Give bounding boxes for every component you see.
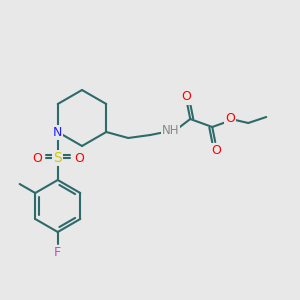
Text: O: O [74,152,84,164]
Text: N: N [53,125,62,139]
Text: O: O [225,112,235,125]
Text: NH: NH [161,124,179,137]
Text: F: F [54,245,61,259]
Text: S: S [53,151,62,165]
Text: O: O [32,152,42,164]
Text: O: O [181,91,191,103]
Text: O: O [211,143,221,157]
